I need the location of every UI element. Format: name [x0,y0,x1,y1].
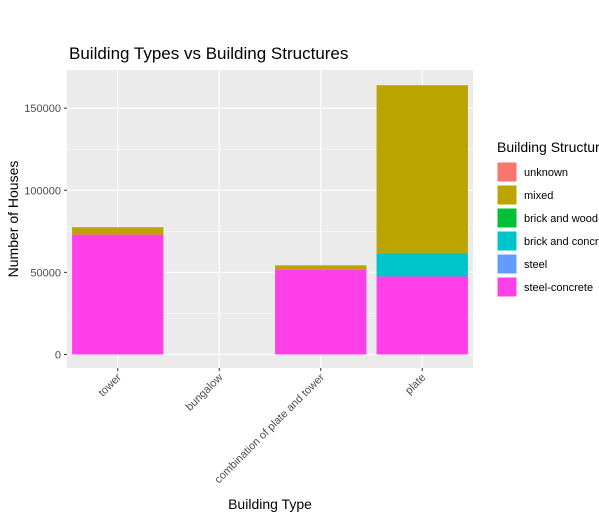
y-axis-title: Number of Houses [5,161,21,278]
legend: unknown mixed brick and wood brick and conc… [496,161,599,298]
bar-segment [275,269,367,355]
bar-segment [72,227,164,235]
legend-key [496,230,518,252]
y-tick-label: 150000 [24,103,61,115]
bars [72,85,468,355]
legend-key [496,161,518,183]
bar-segment [376,253,468,277]
legend-label: unknown [524,167,568,179]
legend-label: brick and wood [524,213,598,225]
legend-label: brick and concrete [524,236,599,248]
x-axis-title: Building Type [228,496,312,512]
y-tick-label: 0 [55,349,61,361]
x-tick-label: tower [96,371,124,399]
legend-key [496,253,518,275]
bar-segment [376,85,468,254]
legend-label: steel-concrete [524,282,593,294]
x-tick-label: plate [403,372,428,397]
bar-segment [376,276,468,355]
x-tick-label: bungalow [184,372,226,414]
bar-segment [72,234,164,355]
legend-label: mixed [524,190,553,202]
legend-label: steel [524,259,547,271]
y-tick-label: 50000 [30,267,61,279]
y-tick-label: 100000 [24,185,61,197]
legend-key [496,276,518,298]
legend-key [496,184,518,206]
legend-key [496,207,518,229]
chart-title: Building Types vs Building Structures [69,44,348,63]
legend-title: Building Structure [497,139,599,155]
x-tick-label: combination of plate and tower [212,371,327,486]
bar-segment [275,265,367,270]
